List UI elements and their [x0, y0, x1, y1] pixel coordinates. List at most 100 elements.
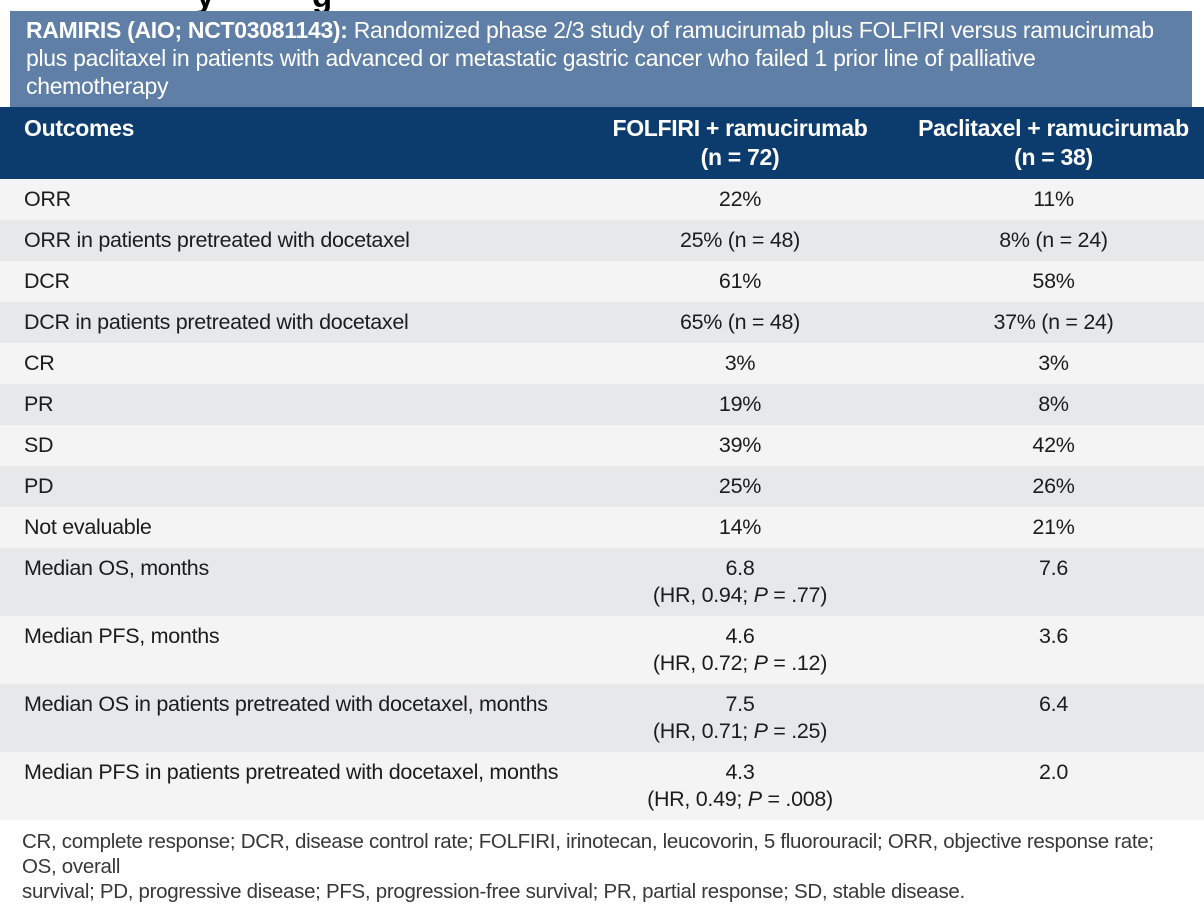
table-header: Outcomes FOLFIRI + ramucirumab (n = 72) P…	[0, 107, 1204, 179]
column-label: FOLFIRI + ramucirumab	[612, 115, 868, 141]
outcome-cell: DCR	[24, 269, 70, 293]
table-row: CR 3% 3%	[0, 343, 1204, 384]
paclitaxel-cell: 37% (n = 24)	[993, 310, 1114, 334]
table-row: DCR in patients pretreated with docetaxe…	[0, 302, 1204, 343]
hazard-ratio-text: (HR, 0.71;	[652, 719, 754, 743]
hazard-ratio-text: = .77)	[767, 583, 828, 607]
column-header-paclitaxel: Paclitaxel + ramucirumab (n = 38)	[891, 107, 1204, 179]
paclitaxel-cell: 8% (n = 24)	[999, 228, 1108, 252]
hazard-ratio-text: P	[753, 651, 768, 675]
table-row: ORR 22% 11%	[0, 179, 1204, 220]
folfiri-cell: 22%	[589, 179, 891, 220]
hazard-ratio-text: P	[753, 719, 768, 743]
paclitaxel-cell: 3.6	[1039, 624, 1068, 648]
folfiri-value: 25%	[718, 474, 762, 498]
table-row: SD 39% 42%	[0, 425, 1204, 466]
table-row: DCR 61% 58%	[0, 261, 1204, 302]
hazard-ratio-note: (HR, 0.71; P = .25)	[589, 718, 891, 745]
folfiri-value: 22%	[718, 187, 762, 211]
folfiri-cell: 7.5 (HR, 0.71; P = .25)	[589, 684, 891, 752]
folfiri-value: 3%	[724, 351, 756, 375]
column-label: Paclitaxel + ramucirumab	[918, 115, 1189, 141]
heading-fragment: y	[196, 0, 214, 11]
paclitaxel-cell: 6.4	[1039, 692, 1068, 716]
table-row: PR 19% 8%	[0, 384, 1204, 425]
paclitaxel-cell: 11%	[1033, 187, 1074, 211]
outcome-cell: Median OS in patients pretreated with do…	[24, 692, 548, 716]
paclitaxel-cell: 42%	[1032, 433, 1075, 457]
outcome-cell: ORR in patients pretreated with docetaxe…	[24, 228, 410, 252]
study-title-banner: RAMIRIS (AIO; NCT03081143): Randomized p…	[10, 11, 1192, 107]
paclitaxel-cell: 2.0	[1039, 760, 1068, 784]
outcome-cell: CR	[24, 351, 55, 375]
header-row: Outcomes FOLFIRI + ramucirumab (n = 72) P…	[0, 107, 1204, 179]
outcome-cell: Median PFS in patients pretreated with d…	[24, 760, 559, 784]
paclitaxel-cell: 3%	[1038, 351, 1069, 375]
outcome-cell: Median PFS, months	[24, 624, 220, 648]
hazard-ratio-text: P	[747, 787, 762, 811]
folfiri-value: 4.6	[725, 624, 755, 648]
paclitaxel-cell: 21%	[1032, 515, 1075, 539]
cropped-heading-fragments: y g	[0, 0, 1204, 11]
folfiri-cell: 39%	[589, 425, 891, 466]
column-header-folfiri: FOLFIRI + ramucirumab (n = 72)	[589, 107, 891, 179]
folfiri-cell: 6.8 (HR, 0.94; P = .77)	[589, 548, 891, 616]
hazard-ratio-text: P	[753, 583, 768, 607]
hazard-ratio-text: (HR, 0.49;	[647, 787, 748, 811]
hazard-ratio-text: = .25)	[767, 719, 828, 743]
outcome-cell: DCR in patients pretreated with docetaxe…	[24, 310, 409, 334]
hazard-ratio-text: = .008)	[761, 787, 833, 811]
folfiri-value: 65% (n = 48)	[679, 310, 801, 334]
table-row: Median PFS in patients pretreated with d…	[0, 752, 1204, 820]
hazard-ratio-text: = .12)	[767, 651, 828, 675]
folfiri-cell: 4.6 (HR, 0.72; P = .12)	[589, 616, 891, 684]
folfiri-cell: 14%	[589, 507, 891, 548]
outcome-cell: Median OS, months	[24, 556, 209, 580]
folfiri-cell: 65% (n = 48)	[589, 302, 891, 343]
folfiri-cell: 25%	[589, 466, 891, 507]
table-row: Median PFS, months 4.6 (HR, 0.72; P = .12)…	[0, 616, 1204, 684]
folfiri-value: 39%	[718, 433, 762, 457]
heading-fragment: g	[312, 0, 332, 11]
hazard-ratio-note: (HR, 0.72; P = .12)	[589, 650, 891, 677]
folfiri-value: 6.8	[725, 556, 755, 580]
folfiri-value: 14%	[718, 515, 762, 539]
hazard-ratio-note: (HR, 0.94; P = .77)	[589, 582, 891, 609]
folfiri-value: 4.3	[725, 760, 755, 784]
table-body: ORR 22% 11% ORR in patients pretreated with…	[0, 179, 1204, 820]
hazard-ratio-note: (HR, 0.49; P = .008)	[589, 786, 891, 813]
abbreviations-footnote: CR, complete response; DCR, disease cont…	[22, 829, 1184, 904]
footnote-line: survival; PD, progressive disease; PFS, …	[22, 880, 965, 903]
outcome-cell: ORR	[24, 187, 71, 211]
study-description: Randomized phase 2/3 study of ramuciruma…	[26, 17, 1154, 99]
outcomes-table: Outcomes FOLFIRI + ramucirumab (n = 72) P…	[0, 107, 1204, 820]
folfiri-cell: 25% (n = 48)	[589, 220, 891, 261]
study-id: RAMIRIS (AIO; NCT03081143):	[26, 17, 348, 43]
footnote-line: CR, complete response; DCR, disease cont…	[22, 830, 1154, 878]
folfiri-value: 7.5	[725, 692, 755, 716]
outcome-cell: PD	[24, 474, 54, 498]
folfiri-cell: 3%	[589, 343, 891, 384]
outcome-cell: Not evaluable	[24, 515, 152, 539]
folfiri-cell: 61%	[589, 261, 891, 302]
folfiri-value: 19%	[718, 392, 762, 416]
column-sample-size: (n = 38)	[1014, 144, 1093, 170]
paclitaxel-cell: 58%	[1032, 269, 1075, 293]
folfiri-value: 61%	[718, 269, 762, 293]
hazard-ratio-text: (HR, 0.72;	[652, 651, 754, 675]
table-row: ORR in patients pretreated with docetaxe…	[0, 220, 1204, 261]
folfiri-cell: 19%	[589, 384, 891, 425]
folfiri-value: 25% (n = 48)	[679, 228, 801, 252]
table-row: Median OS, months 6.8 (HR, 0.94; P = .77) 7…	[0, 548, 1204, 616]
paclitaxel-cell: 26%	[1032, 474, 1075, 498]
column-sample-size: (n = 72)	[700, 144, 780, 170]
table-row: Not evaluable 14% 21%	[0, 507, 1204, 548]
column-header-outcomes: Outcomes	[0, 107, 589, 179]
paclitaxel-cell: 7.6	[1039, 556, 1068, 580]
table-row: Median OS in patients pretreated with do…	[0, 684, 1204, 752]
folfiri-cell: 4.3 (HR, 0.49; P = .008)	[589, 752, 891, 820]
hazard-ratio-text: (HR, 0.94;	[652, 583, 754, 607]
outcome-cell: SD	[24, 433, 54, 457]
table-row: PD 25% 26%	[0, 466, 1204, 507]
